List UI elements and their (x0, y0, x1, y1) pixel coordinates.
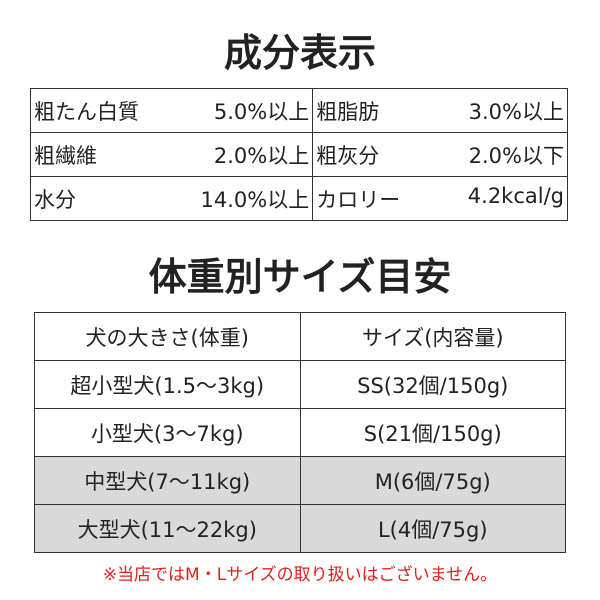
composition-cell: 水分 14.0%以上 (29, 176, 314, 221)
nutrient-label: カロリー (316, 187, 401, 212)
composition-table: 粗たん白質 5.0%以上 粗脂肪 3.0%以上粗繊維 2.0%以上 粗灰分 2.0%以下水分… (29, 88, 568, 221)
size-cell: 小型犬(3〜7kg) (34, 408, 301, 457)
size-header-row: 犬の大きさ(体重) サイズ(内容量) (34, 312, 566, 361)
size-row: 超小型犬(1.5〜3kg) SS(32個/150g) (34, 360, 566, 409)
note: ※当店ではM・Lサイズの取り扱いはございません。 (102, 565, 498, 585)
composition-cell: 粗たん白質 5.0%以上 (29, 88, 314, 133)
composition-row: 粗繊維 2.0%以上 粗灰分 2.0%以下 (29, 132, 568, 177)
composition-row: 水分 14.0%以上 カロリー 4.2kcal/g (29, 176, 568, 221)
nutrient-label: 水分 (34, 187, 76, 212)
size-row: 小型犬(3〜7kg) S(21個/150g) (34, 408, 566, 457)
size-header-cell: 犬の大きさ(体重) (34, 312, 301, 361)
nutrient-label: 粗たん白質 (34, 99, 139, 124)
nutrient-value: 2.0%以下 (468, 143, 564, 168)
nutrient-value: 4.2kcal/g (467, 183, 564, 208)
size-guide-title: 体重別サイズ目安 (148, 255, 452, 299)
size-cell: L(4個/75g) (299, 504, 566, 553)
nutrient-value: 14.0%以上 (200, 187, 310, 212)
size-cell: SS(32個/150g) (299, 360, 566, 409)
composition-cell: 粗繊維 2.0%以上 (29, 132, 314, 177)
size-cell: S(21個/150g) (299, 408, 566, 457)
size-cell: M(6個/75g) (299, 456, 566, 505)
composition-cell: 粗灰分 2.0%以下 (312, 132, 568, 177)
nutrient-value: 5.0%以上 (213, 99, 310, 124)
nutrient-label: 粗繊維 (34, 143, 97, 168)
nutrient-label: 粗灰分 (316, 143, 380, 168)
size-cell: 超小型犬(1.5〜3kg) (34, 360, 301, 409)
composition-row: 粗たん白質 5.0%以上 粗脂肪 3.0%以上 (29, 88, 568, 133)
size-cell: 中型犬(7〜11kg) (34, 456, 301, 505)
nutrient-label: 粗脂肪 (316, 99, 380, 124)
size-cell: 大型犬(11〜22kg) (34, 504, 301, 553)
nutrient-value: 2.0%以上 (213, 143, 310, 168)
size-row: 大型犬(11〜22kg) L(4個/75g) (34, 504, 566, 553)
composition-cell: カロリー 4.2kcal/g (312, 176, 568, 221)
composition-title: 成分表示 (223, 31, 376, 75)
size-row: 中型犬(7〜11kg) M(6個/75g) (34, 456, 566, 505)
composition-cell: 粗脂肪 3.0%以上 (312, 88, 568, 133)
size-guide-table: 犬の大きさ(体重) サイズ(内容量) 超小型犬(1.5〜3kg) SS(32個/150… (34, 312, 566, 553)
size-header-cell: サイズ(内容量) (299, 312, 566, 361)
nutrient-value: 3.0%以上 (468, 99, 564, 124)
